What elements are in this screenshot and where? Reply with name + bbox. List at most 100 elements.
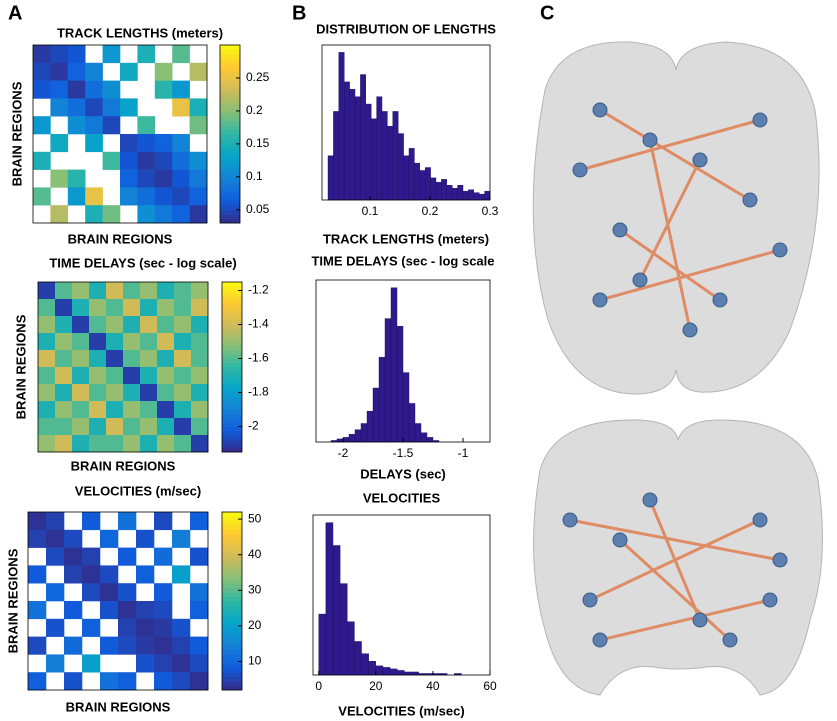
x-axis-label: VELOCITIES (m/sec) bbox=[338, 703, 464, 718]
colorbar-step bbox=[222, 345, 242, 351]
cell bbox=[38, 384, 56, 402]
colorbar-step bbox=[222, 681, 242, 686]
colorbar-step bbox=[222, 435, 242, 440]
colorbar-step bbox=[220, 125, 240, 130]
cell bbox=[46, 529, 65, 548]
cell bbox=[64, 636, 83, 655]
cell bbox=[174, 435, 192, 453]
cell bbox=[154, 169, 173, 188]
bar bbox=[372, 387, 380, 443]
cell bbox=[89, 350, 107, 368]
colorbar-step bbox=[222, 663, 242, 669]
cell bbox=[154, 672, 173, 691]
x-axis-label: BRAIN REGIONS bbox=[68, 231, 173, 246]
colorbar-step bbox=[220, 209, 240, 215]
colorbar-step bbox=[222, 324, 242, 330]
bar bbox=[452, 187, 458, 201]
colorbar-step bbox=[222, 641, 242, 646]
cell bbox=[82, 547, 101, 566]
cell bbox=[28, 601, 47, 620]
colorbar-step bbox=[222, 358, 242, 364]
cell bbox=[67, 116, 86, 135]
colorbar-step bbox=[222, 632, 242, 637]
cell bbox=[64, 547, 83, 566]
cell bbox=[106, 350, 124, 368]
bar bbox=[365, 103, 372, 201]
cell bbox=[67, 45, 86, 64]
cell bbox=[72, 435, 90, 453]
bar bbox=[408, 403, 416, 443]
chart-title: TIME DELAYS (sec - log scale) bbox=[49, 255, 236, 270]
cell bbox=[85, 116, 103, 135]
colorbar-step bbox=[220, 147, 240, 153]
colorbar-step bbox=[220, 174, 240, 179]
cell bbox=[136, 565, 155, 584]
cell bbox=[157, 418, 175, 436]
colorbar-step bbox=[222, 565, 242, 571]
cell bbox=[28, 512, 47, 531]
colorbar-step bbox=[222, 388, 242, 393]
bar bbox=[419, 170, 426, 201]
cell bbox=[189, 62, 208, 81]
cell bbox=[106, 435, 124, 453]
cell bbox=[123, 350, 141, 368]
cell bbox=[157, 316, 175, 334]
bar bbox=[473, 192, 480, 201]
colorbar-step bbox=[220, 116, 240, 121]
colorbar-step bbox=[220, 111, 240, 117]
colorbar-step bbox=[220, 58, 240, 64]
colorbar-step bbox=[220, 191, 240, 197]
colorbar-step bbox=[222, 685, 242, 691]
colorbar-step bbox=[222, 392, 242, 398]
bar bbox=[360, 74, 366, 201]
colorbar-step bbox=[220, 156, 240, 161]
cell bbox=[102, 151, 121, 170]
cell bbox=[140, 418, 158, 436]
x-tick-label: 0.1 bbox=[362, 204, 379, 218]
cell bbox=[136, 601, 155, 620]
colorbar-step bbox=[220, 160, 240, 166]
bar bbox=[435, 182, 442, 201]
colorbar-step bbox=[222, 299, 242, 304]
cell bbox=[102, 205, 121, 224]
bar bbox=[392, 111, 399, 201]
colorbar-step bbox=[222, 667, 242, 673]
cell bbox=[172, 529, 191, 548]
colorbar-step bbox=[222, 596, 242, 602]
bar bbox=[368, 661, 377, 676]
colorbar-step bbox=[222, 574, 242, 580]
bar bbox=[462, 190, 469, 201]
cell bbox=[191, 282, 209, 300]
cell bbox=[33, 151, 51, 170]
cell bbox=[154, 654, 173, 673]
cell bbox=[46, 547, 65, 566]
colorbar-step bbox=[222, 447, 242, 453]
cell bbox=[67, 62, 86, 81]
cell bbox=[89, 299, 107, 317]
panel-label: A bbox=[8, 2, 22, 24]
cell bbox=[154, 547, 173, 566]
colorbar-step bbox=[220, 71, 240, 77]
colorbar-tick-label: 0.25 bbox=[246, 70, 270, 84]
cell bbox=[120, 169, 138, 188]
colorbar-step bbox=[222, 367, 242, 372]
cell bbox=[33, 62, 51, 81]
cell bbox=[154, 134, 173, 153]
colorbar-tick-label: -1.8 bbox=[248, 385, 269, 399]
cell bbox=[55, 333, 73, 351]
cell bbox=[89, 367, 107, 385]
cell bbox=[33, 80, 51, 99]
cell bbox=[67, 98, 86, 117]
bar bbox=[375, 665, 384, 676]
x-tick-label: 0 bbox=[315, 679, 322, 693]
cell bbox=[191, 418, 209, 436]
cell bbox=[102, 45, 121, 64]
cell bbox=[140, 401, 158, 419]
colorbar-step bbox=[222, 583, 242, 588]
colorbar-step bbox=[222, 384, 242, 389]
colorbar-tick-label: 0.1 bbox=[246, 169, 263, 183]
colorbar-step bbox=[222, 303, 242, 308]
cell bbox=[123, 384, 141, 402]
x-tick-label: -1 bbox=[458, 446, 469, 460]
cell bbox=[189, 151, 208, 170]
